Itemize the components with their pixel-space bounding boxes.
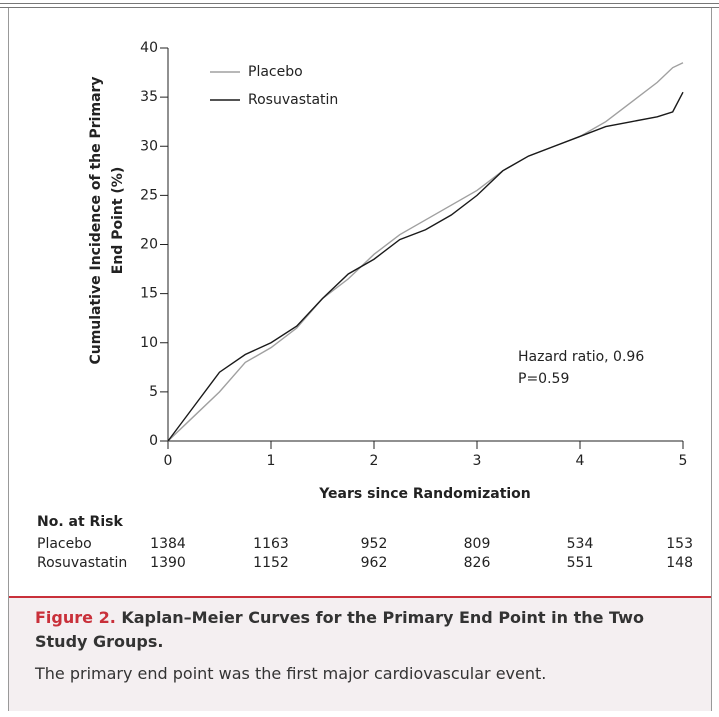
caption-label: Figure 2. bbox=[35, 608, 116, 627]
risk-value: 153 bbox=[666, 536, 693, 552]
chart: Years since Randomization Hazard ratio, … bbox=[37, 40, 693, 571]
risk-value: 952 bbox=[361, 536, 388, 552]
y-tick-label: 20 bbox=[140, 237, 158, 253]
y-tick-label: 10 bbox=[140, 335, 158, 351]
annotation: P=0.59 bbox=[518, 371, 569, 387]
x-axis-title: Years since Randomization bbox=[318, 486, 531, 502]
caption: Figure 2. Kaplan–Meier Curves for the Pr… bbox=[9, 596, 711, 711]
caption-body: The primary end point was the first majo… bbox=[35, 664, 547, 683]
y-axis-title: End Point (%) bbox=[110, 167, 126, 274]
risk-value: 1384 bbox=[150, 536, 186, 552]
y-tick-label: 15 bbox=[140, 286, 158, 302]
y-tick-label: 25 bbox=[140, 187, 158, 203]
caption-title-text: Kaplan–Meier Curves for the Primary End … bbox=[35, 608, 644, 651]
y-tick-label: 35 bbox=[140, 89, 158, 105]
risk-value: 1163 bbox=[253, 536, 289, 552]
risk-value: 534 bbox=[567, 536, 594, 552]
risk-value: 1390 bbox=[150, 555, 186, 571]
risk-table-title: No. at Risk bbox=[37, 514, 123, 530]
x-tick-label: 2 bbox=[370, 453, 379, 469]
x-tick-label: 4 bbox=[576, 453, 585, 469]
risk-value: 148 bbox=[666, 555, 693, 571]
risk-row-label: Rosuvastatin bbox=[37, 555, 127, 571]
rule bbox=[0, 3, 719, 4]
y-tick-label: 30 bbox=[140, 138, 158, 154]
risk-value: 809 bbox=[464, 536, 491, 552]
annotation: Hazard ratio, 0.96 bbox=[518, 349, 644, 365]
x-tick-label: 3 bbox=[473, 453, 482, 469]
risk-value: 1152 bbox=[253, 555, 289, 571]
y-tick-label: 5 bbox=[149, 384, 158, 400]
legend-label: Placebo bbox=[248, 64, 303, 80]
risk-value: 826 bbox=[464, 555, 491, 571]
x-tick-label: 5 bbox=[679, 453, 688, 469]
rule bbox=[0, 7, 719, 8]
legend-label: Rosuvastatin bbox=[248, 92, 338, 108]
y-tick-label: 40 bbox=[140, 40, 158, 56]
y-axis-title: Cumulative Incidence of the Primary bbox=[88, 76, 104, 364]
risk-value: 962 bbox=[361, 555, 388, 571]
x-tick-label: 1 bbox=[267, 453, 276, 469]
y-tick-label: 0 bbox=[149, 433, 158, 449]
caption-title: Figure 2. Kaplan–Meier Curves for the Pr… bbox=[35, 606, 695, 654]
line bbox=[167, 91, 684, 442]
risk-value: 551 bbox=[567, 555, 594, 571]
x-tick-label: 0 bbox=[164, 453, 173, 469]
line bbox=[167, 62, 684, 442]
risk-row-label: Placebo bbox=[37, 536, 92, 552]
